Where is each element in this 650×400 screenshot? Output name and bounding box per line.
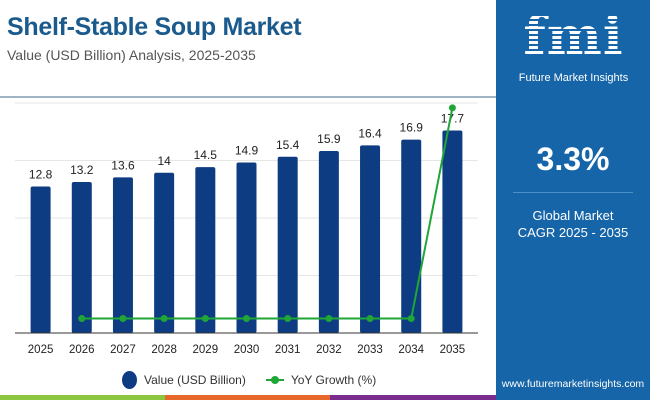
x-tick-2031: 2031: [275, 344, 301, 356]
bar-2026: [71, 181, 92, 333]
cagr-panel: 3.3% Global Market CAGR 2025 - 2035: [496, 140, 650, 241]
legend-line-swatch: [265, 376, 284, 384]
x-tick-2029: 2029: [193, 344, 219, 356]
x-tick-2033: 2033: [357, 344, 383, 356]
x-tick-2025: 2025: [28, 344, 54, 356]
yoy-point: [78, 315, 86, 323]
bar-label-2025: 12.8: [29, 168, 53, 182]
brand-name: Future Market Insights: [518, 72, 629, 84]
cagr-label-2: CAGR 2025 - 2035: [517, 225, 629, 240]
bar-2025: [30, 186, 51, 333]
yoy-point: [448, 104, 456, 112]
page-subtitle: Value (USD Billion) Analysis, 2025-2035: [7, 47, 256, 63]
yoy-point: [366, 315, 374, 323]
fmi-logo-mark: fmi: [516, 6, 631, 68]
fmi-logo: fmi Future Market Insights: [516, 6, 631, 85]
yoy-point: [407, 315, 415, 323]
bar-label-2035: 17.7: [441, 111, 465, 125]
yoy-point: [243, 315, 250, 323]
bar-2031: [277, 156, 298, 333]
stripe-orange: [165, 395, 330, 400]
cagr-value: 3.3%: [536, 141, 610, 177]
legend-line-label: YoY Growth (%): [290, 373, 377, 387]
bar-label-2032: 15.9: [317, 132, 341, 146]
x-tick-2026: 2026: [69, 344, 95, 356]
bar-2034: [401, 139, 422, 333]
bar-label-2033: 16.4: [358, 126, 382, 140]
bar-label-2029: 14.5: [194, 148, 218, 162]
stripe-green: [0, 395, 165, 400]
stripe-purple: [330, 395, 496, 400]
yoy-line: [81, 107, 454, 320]
bar-label-2027: 13.6: [111, 158, 135, 172]
bar-label-2030: 14.9: [235, 144, 259, 158]
x-tick-2032: 2032: [316, 344, 342, 356]
legend-bar-swatch: [122, 371, 137, 389]
website-link[interactable]: www.futuremarketinsights.com: [501, 378, 645, 390]
x-tick-2027: 2027: [110, 344, 136, 356]
sidebar: fmi Future Market Insights 3.3% Global M…: [496, 0, 650, 400]
yoy-point: [325, 315, 333, 323]
x-tick-2035: 2035: [440, 344, 466, 356]
x-tick-2030: 2030: [234, 344, 260, 356]
bar-2033: [360, 145, 381, 333]
bar-2029: [195, 167, 216, 333]
x-tick-2034: 2034: [398, 344, 424, 356]
header-divider: [0, 96, 496, 98]
bar-2027: [112, 177, 133, 333]
yoy-point: [201, 315, 209, 323]
bar-2030: [236, 162, 257, 333]
bar-2032: [318, 151, 339, 333]
cagr-divider: [513, 192, 633, 193]
yoy-point: [284, 315, 292, 323]
yoy-point: [119, 315, 127, 323]
page-title: Shelf-Stable Soup Market: [7, 13, 302, 41]
bar-label-2028: 14: [157, 154, 171, 168]
bar-label-2034: 16.9: [400, 121, 424, 135]
legend-bar-label: Value (USD Billion): [144, 373, 246, 387]
bar-2028: [154, 172, 175, 333]
bar-label-2026: 13.2: [70, 163, 94, 177]
yoy-point: [160, 315, 168, 323]
bar-label-2031: 15.4: [276, 138, 300, 152]
cagr-label-1: Global Market: [532, 208, 614, 223]
x-tick-2028: 2028: [151, 344, 177, 356]
bar-2035: [442, 130, 463, 333]
chart: 12.8 2025 13.2 2026 13.6 2027 14 2028 14.5 2029 14…: [15, 102, 478, 356]
legend: Value (USD Billion) YoY Growth (%): [122, 371, 376, 389]
